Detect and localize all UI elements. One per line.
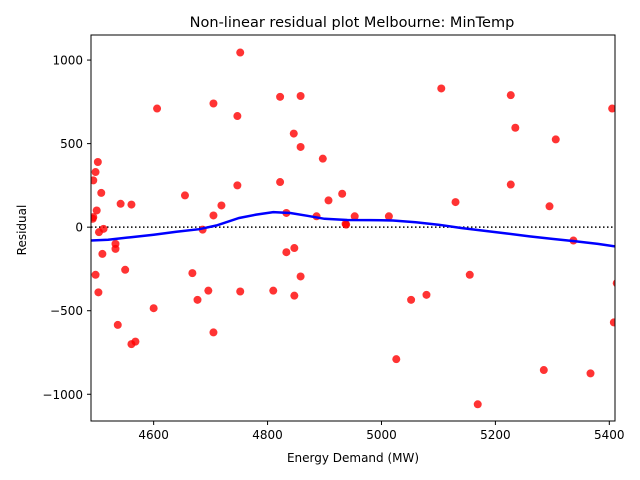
residual-point <box>93 157 102 166</box>
residual-point <box>91 176 98 185</box>
residual-point <box>407 295 416 304</box>
residual-point <box>350 212 359 221</box>
axes-frame <box>90 34 616 422</box>
residual-point <box>342 220 351 229</box>
x-tick-label: 4600 <box>138 428 169 442</box>
residual-point <box>612 279 615 287</box>
residual-point <box>545 202 554 211</box>
residual-point <box>289 129 298 138</box>
residual-point <box>94 288 103 297</box>
smoothing-curve <box>91 210 615 248</box>
residual-point <box>282 248 291 257</box>
y-tick-label: −1000 <box>42 388 83 402</box>
residual-point <box>465 270 474 279</box>
residual-point <box>276 178 285 187</box>
y-tick-label: −500 <box>50 304 83 318</box>
x-tick-label: 5200 <box>480 428 511 442</box>
residual-point <box>193 295 202 304</box>
residual-point <box>204 286 213 295</box>
residual-point <box>539 366 548 375</box>
y-tick-label: 1000 <box>52 54 83 68</box>
residual-point <box>209 211 218 220</box>
x-tick-label: 5000 <box>366 428 397 442</box>
residual-point <box>609 318 615 327</box>
residual-point <box>209 99 218 108</box>
residual-point <box>92 206 101 215</box>
residual-point <box>422 290 431 299</box>
residual-point <box>451 198 460 207</box>
residual-point <box>91 270 100 279</box>
residual-point <box>91 168 100 177</box>
y-axis-label: Residual <box>15 205 29 256</box>
residual-point <box>290 244 299 253</box>
y-tick-label: 0 <box>75 221 83 235</box>
residual-point <box>121 265 130 274</box>
residual-point <box>131 337 140 346</box>
residual-point <box>296 91 305 100</box>
residual-point <box>506 91 515 100</box>
residual-point <box>269 286 278 295</box>
residual-point <box>111 244 120 253</box>
residual-point <box>99 224 108 233</box>
residual-point <box>116 199 125 208</box>
residual-point <box>98 249 107 258</box>
plot-area <box>90 34 616 422</box>
residual-point <box>296 272 305 281</box>
residual-point <box>384 212 393 221</box>
x-tick-label: 4800 <box>252 428 283 442</box>
points-layer <box>91 48 615 409</box>
residual-point <box>233 181 242 190</box>
y-axis-ticks: −1000 −500 0 500 1000 <box>42 54 91 402</box>
residual-point <box>511 123 520 132</box>
y-tick-label: 500 <box>60 137 83 151</box>
x-axis-ticks: 4600 4800 5000 5200 5400 <box>138 421 625 442</box>
residual-point <box>180 191 189 200</box>
residual-point <box>608 104 615 113</box>
residual-point <box>91 213 98 222</box>
residual-point <box>296 142 305 151</box>
residual-point <box>209 328 218 337</box>
residual-point <box>236 287 245 296</box>
residual-point <box>338 189 347 198</box>
residual-point <box>233 112 242 121</box>
residual-point <box>324 196 333 205</box>
residual-point <box>318 154 327 163</box>
residual-point <box>113 320 122 329</box>
residual-point <box>153 104 162 113</box>
residual-point <box>290 291 299 300</box>
residual-point <box>97 188 106 197</box>
residual-point <box>506 180 515 189</box>
residual-point <box>276 92 285 101</box>
x-tick-label: 5400 <box>594 428 625 442</box>
residual-point <box>392 355 401 364</box>
residual-point <box>149 304 158 313</box>
residual-point <box>586 369 595 378</box>
residual-point <box>551 135 560 144</box>
residual-point <box>188 269 197 278</box>
residual-point <box>437 84 446 93</box>
x-axis-label: Energy Demand (MW) <box>287 451 419 465</box>
residual-point <box>473 400 482 409</box>
chart-title: Non-linear residual plot Melbourne: MinT… <box>190 15 515 31</box>
residual-point <box>217 201 226 210</box>
smooth-layer <box>91 210 615 248</box>
residual-point <box>127 200 136 209</box>
residual-point <box>236 48 245 57</box>
